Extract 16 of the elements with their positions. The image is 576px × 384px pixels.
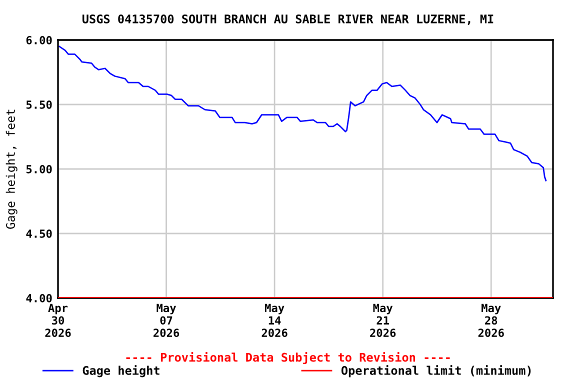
- legend-label: Gage height: [82, 365, 160, 378]
- y-tick-label: 5.50: [26, 100, 52, 109]
- x-tick-label: May 28 2026: [478, 304, 504, 338]
- x-tick-label: Apr 30 2026: [45, 304, 71, 338]
- x-tick-label: May 07 2026: [154, 304, 180, 338]
- y-tick-label: 4.50: [26, 229, 52, 238]
- y-axis-title: Gage height, feet: [6, 110, 18, 229]
- y-tick-label: 6.00: [26, 36, 52, 44]
- text: ---- Provisional Data Subject to Revision ----: [126, 352, 450, 364]
- x-tick-label: May 21 2026: [370, 304, 396, 338]
- line-series: [58, 46, 547, 182]
- legend-label: Operational limit (minimum): [341, 365, 531, 378]
- y-tick-label: 4.00: [26, 294, 52, 302]
- y-tick-label: 5.00: [26, 164, 52, 174]
- chart-title: USGS 04135700 SOUTH BRANCH AU SABLE RIVER NEAR LUZERNE, MI: [82, 14, 494, 25]
- x-tick-label: May 14 2026: [262, 304, 288, 338]
